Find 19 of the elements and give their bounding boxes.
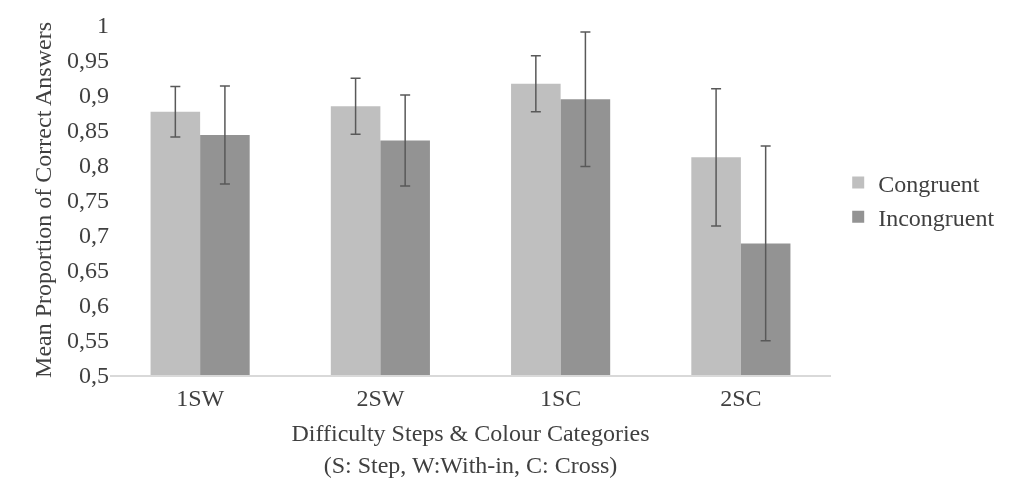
y-tick-label: 0,9 [79,82,109,109]
legend-label: Incongruent [878,205,995,232]
y-tick-label: 0,55 [67,327,109,354]
legend-label: Congruent [878,170,980,197]
y-tick-label: 0,95 [67,47,109,74]
y-tick-label: 1 [97,12,109,39]
y-tick-label: 0,65 [67,257,109,284]
x-tick-label: 2SW [356,384,405,411]
y-tick-label: 0,6 [79,292,109,319]
y-tick-label: 0,85 [67,117,109,144]
x-axis-title: Difficulty Steps & Colour Categories (S: Step, W:With-in, C: Cross) [291,420,650,478]
y-tick-label: 0,7 [79,222,109,249]
x-tick-label: 1SW [176,384,225,411]
x-tick-label: 2SC [720,384,762,411]
y-tick-label: 0,8 [79,152,109,179]
y-tick-label: 0,5 [79,362,109,389]
x-tick-label: 1SC [539,384,582,411]
y-axis-title: Mean Proportion of Correct Answers [30,22,57,378]
y-tick-label: 0,75 [67,187,109,214]
